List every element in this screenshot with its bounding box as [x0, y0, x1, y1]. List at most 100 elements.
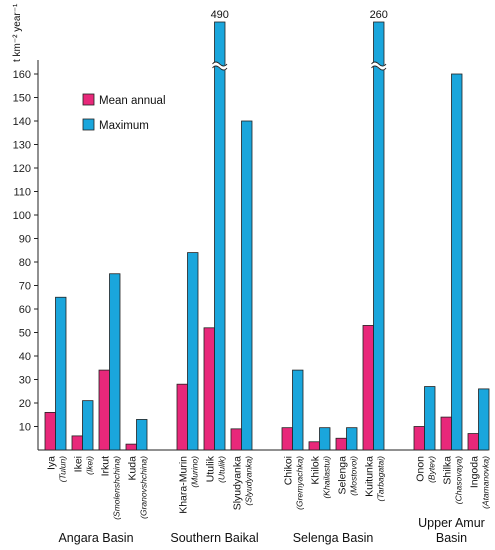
station-name: (Chasovaya) — [454, 456, 464, 504]
legend: Mean annual Maximum — [82, 93, 166, 132]
bar-maximum — [373, 21, 385, 451]
bar-mean-annual — [467, 433, 479, 451]
category-label: Khilok (Khailastui) — [310, 455, 332, 498]
group-label: Upper Amur — [418, 516, 485, 530]
bar-maximum — [82, 400, 94, 451]
bar-value-label: 490 — [211, 9, 229, 21]
station-name: (Murino) — [190, 456, 200, 488]
station-name: (Atamanovka) — [481, 456, 491, 509]
station-name: (Smolenshchina) — [112, 456, 122, 520]
y-tick-label: 40 — [19, 351, 31, 363]
bar-maximum — [292, 369, 304, 451]
category-label: Iya (Tulun) — [46, 456, 68, 482]
y-axis-unit: t km⁻² year⁻¹ — [12, 3, 23, 62]
group-labels: Angara Basin Southern Baikal Selenga Basin… — [58, 516, 484, 545]
category-label: Irkut (Smolenshchina) — [100, 456, 122, 520]
bar-mean-annual — [362, 325, 374, 451]
bar-mean-annual — [176, 383, 188, 451]
river-name: Kuda — [127, 456, 139, 481]
legend-swatch — [82, 93, 95, 106]
axis-break-line — [371, 61, 387, 67]
bar-mean-annual — [230, 428, 242, 451]
river-name: Selenga — [337, 456, 349, 495]
y-tick-label: 120 — [13, 163, 31, 175]
category-label: Utulik (Utulik) — [205, 455, 227, 483]
river-name: Ikei — [73, 456, 85, 472]
river-name: Iya — [46, 456, 58, 470]
station-name: (Tarbagatai) — [376, 456, 386, 502]
station-name: (Tulun) — [58, 456, 68, 482]
bar-maximum — [424, 386, 436, 451]
station-name: (Granovshchina) — [139, 456, 149, 519]
bar-mean-annual — [440, 416, 452, 451]
bar-mean-annual — [203, 327, 215, 451]
river-name: Slyudyanka — [232, 456, 244, 510]
river-name: Chikoi — [283, 456, 295, 485]
category-label: Khara-Murin (Murino) — [178, 456, 200, 514]
group-label: Selenga Basin — [293, 531, 374, 545]
bar-mean-annual — [413, 426, 425, 451]
category-label: Onon (Bytev) — [415, 456, 437, 483]
station-name: (Utulik) — [217, 456, 227, 483]
category-label: Slyudyanka (Slyudyanka) — [232, 456, 254, 510]
group-label: Southern Baikal — [170, 531, 258, 545]
category-label: Kuitunka (Tarbagatai) — [364, 456, 386, 502]
bar-maximum — [346, 427, 358, 451]
station-name: (Khailastui) — [322, 456, 332, 499]
river-name: Irkut — [100, 456, 112, 477]
bar-maximum — [136, 419, 148, 451]
bar-maximum — [214, 21, 226, 451]
river-name: Kuitunka — [364, 456, 376, 497]
station-name: (Ikei) — [85, 456, 95, 475]
y-tick-label: 30 — [19, 375, 31, 387]
river-name: Shilka — [442, 456, 454, 485]
category-labels: Iya (Tulun) Ikei (Ikei) Irkut (Smolenshchina)… — [46, 455, 491, 520]
station-name: (Bytev) — [427, 456, 437, 483]
axes: t km⁻² year⁻¹ 10 20 30 40 50 60 70 80 90 100 110 120… — [12, 3, 488, 451]
legend-label: Maximum — [99, 120, 149, 132]
bar-maximum — [478, 388, 490, 451]
y-tick-label: 90 — [19, 234, 31, 246]
axis-break-line — [371, 65, 387, 71]
category-label: Shilka (Chasovaya) — [442, 456, 464, 504]
axis-break-line — [212, 65, 228, 71]
y-tick-label: 20 — [19, 398, 31, 410]
y-tick-label: 160 — [13, 69, 31, 81]
y-tick-label: 150 — [13, 93, 31, 105]
group-label: Angara Basin — [58, 531, 133, 545]
axis-break-line — [212, 61, 228, 67]
river-name: Ingoda — [469, 456, 481, 488]
y-tick-label: 60 — [19, 304, 31, 316]
axis-break-mark — [210, 62, 229, 70]
bar-mean-annual — [308, 441, 320, 451]
y-tick-label: 10 — [19, 422, 31, 434]
category-label: Chikoi (Gremyachka) — [283, 456, 305, 510]
bar-mean-annual — [44, 411, 56, 451]
legend-label: Mean annual — [99, 95, 166, 107]
bar-value-label: 260 — [370, 9, 388, 21]
bar-mean-annual — [98, 369, 110, 451]
y-tick-label: 100 — [13, 210, 31, 222]
category-label: Ingoda (Atamanovka) — [469, 456, 491, 509]
river-name: Utulik — [205, 455, 217, 482]
y-tick-label: 110 — [13, 187, 31, 199]
category-label: Selenga (Mostovoi) — [337, 456, 359, 496]
y-tick-label: 50 — [19, 328, 31, 340]
river-name: Khara-Murin — [178, 456, 190, 514]
axis-break-mark — [369, 62, 388, 70]
bars: 490 260 — [44, 9, 490, 451]
station-name: (Gremyachka) — [295, 456, 305, 510]
bar-maximum — [451, 73, 463, 451]
y-tick-label: 140 — [13, 116, 31, 128]
bar-maximum — [187, 252, 199, 451]
bar-mean-annual — [335, 437, 347, 451]
category-label: Ikei (Ikei) — [73, 456, 95, 475]
bar-maximum — [319, 427, 331, 451]
bar-mean-annual — [71, 435, 83, 451]
bar-maximum — [55, 296, 67, 451]
group-label-cont: Basin — [436, 531, 467, 545]
bar-maximum — [109, 273, 121, 451]
y-tick-label: 130 — [13, 140, 31, 152]
river-name: Onon — [415, 456, 427, 482]
